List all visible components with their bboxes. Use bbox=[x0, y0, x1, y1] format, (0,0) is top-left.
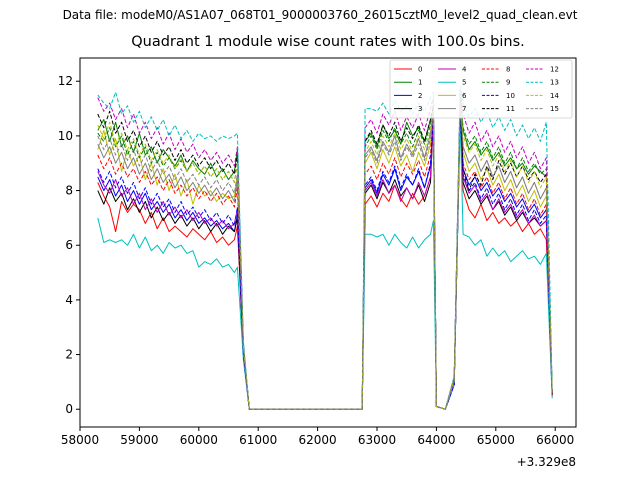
x-tick-label: 60000 bbox=[180, 433, 218, 447]
legend-label-1: 1 bbox=[418, 79, 422, 87]
x-tick-label: 58000 bbox=[61, 433, 99, 447]
legend-label-4: 4 bbox=[462, 66, 467, 74]
series-line-14 bbox=[97, 102, 553, 410]
y-tick-label: 0 bbox=[65, 402, 73, 416]
x-axis: 58000 59000 60000 61000 62000 63000 64000 65000… bbox=[61, 427, 574, 447]
series-line-1 bbox=[97, 94, 553, 410]
series-line-2 bbox=[97, 110, 553, 410]
x-tick-label: 63000 bbox=[358, 433, 396, 447]
x-tick-label: 61000 bbox=[239, 433, 277, 447]
legend-label-15: 15 bbox=[550, 105, 559, 113]
x-tick-label: 62000 bbox=[299, 433, 337, 447]
legend-label-8: 8 bbox=[506, 66, 510, 74]
legend-label-2: 2 bbox=[418, 92, 422, 100]
legend-label-3: 3 bbox=[418, 105, 422, 113]
series-line-3 bbox=[97, 110, 553, 410]
legend-label-11: 11 bbox=[506, 105, 515, 113]
legend-label-0: 0 bbox=[418, 66, 422, 74]
legend-label-7: 7 bbox=[462, 105, 466, 113]
series-line-0 bbox=[97, 110, 553, 410]
legend-label-9: 9 bbox=[506, 79, 510, 87]
y-tick-label: 8 bbox=[65, 184, 73, 198]
x-tick-label: 65000 bbox=[477, 433, 515, 447]
x-offset-label: +3.329e8 bbox=[517, 455, 576, 469]
series-line-11 bbox=[97, 99, 553, 410]
legend-label-10: 10 bbox=[506, 92, 515, 100]
x-tick-label: 59000 bbox=[120, 433, 158, 447]
legend-label-13: 13 bbox=[550, 79, 559, 87]
y-tick-label: 2 bbox=[65, 348, 73, 362]
series-line-10 bbox=[97, 110, 553, 410]
y-tick-label: 4 bbox=[65, 293, 73, 307]
series-line-7 bbox=[97, 99, 553, 410]
figure-suptitle: Data file: modeM0/AS1A07_068T01_90000037… bbox=[62, 8, 578, 22]
legend-label-5: 5 bbox=[462, 79, 466, 87]
plot-lines bbox=[97, 86, 553, 410]
y-axis: 0 2 4 6 8 10 12 bbox=[58, 74, 80, 416]
legend-label-14: 14 bbox=[550, 92, 559, 100]
legend-label-6: 6 bbox=[462, 92, 467, 100]
chart-title: Quadrant 1 module wise count rates with … bbox=[131, 34, 525, 50]
y-tick-label: 12 bbox=[58, 74, 73, 88]
y-tick-label: 6 bbox=[65, 238, 73, 252]
x-tick-label: 64000 bbox=[417, 433, 455, 447]
series-line-9 bbox=[97, 97, 553, 410]
series-line-4 bbox=[97, 110, 553, 410]
series-line-6 bbox=[97, 99, 553, 410]
y-tick-label: 10 bbox=[58, 129, 73, 143]
legend-box bbox=[389, 59, 573, 119]
series-line-15 bbox=[97, 105, 553, 410]
axes-frame bbox=[79, 57, 577, 428]
legend-label-12: 12 bbox=[550, 66, 559, 74]
x-tick-label: 66000 bbox=[536, 433, 574, 447]
